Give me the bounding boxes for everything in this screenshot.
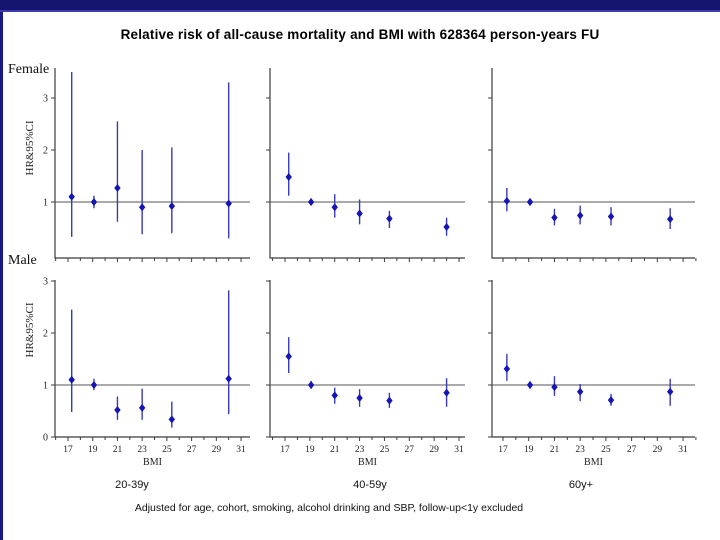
svg-text:BMI: BMI xyxy=(584,457,603,468)
svg-text:21: 21 xyxy=(330,445,340,455)
svg-text:23: 23 xyxy=(355,445,365,455)
chart-title: Relative risk of all-cause mortality and… xyxy=(120,27,600,42)
svg-text:17: 17 xyxy=(63,445,73,455)
svg-text:2: 2 xyxy=(43,146,48,157)
top-bar xyxy=(0,0,720,12)
age-group-label-20-39y: 20-39y xyxy=(115,479,149,491)
svg-text:23: 23 xyxy=(575,445,585,455)
svg-text:1: 1 xyxy=(43,198,48,209)
svg-text:29: 29 xyxy=(429,445,439,455)
svg-text:BMI: BMI xyxy=(358,457,377,468)
svg-text:27: 27 xyxy=(627,445,637,455)
svg-text:29: 29 xyxy=(653,445,663,455)
svg-text:31: 31 xyxy=(454,445,464,455)
svg-text:25: 25 xyxy=(380,445,390,455)
svg-text:3: 3 xyxy=(43,94,48,105)
svg-text:3: 3 xyxy=(43,277,48,288)
svg-text:21: 21 xyxy=(113,445,123,455)
row-label-male: Male xyxy=(8,253,37,268)
svg-text:17: 17 xyxy=(498,445,508,455)
age-group-label-40-59y: 40-59y xyxy=(353,479,387,491)
row-label-female: Female xyxy=(8,62,50,77)
svg-text:27: 27 xyxy=(405,445,415,455)
svg-text:19: 19 xyxy=(524,445,534,455)
svg-text:1: 1 xyxy=(43,381,48,392)
svg-text:19: 19 xyxy=(305,445,315,455)
age-group-label-60y-plus: 60y+ xyxy=(568,479,594,491)
svg-text:0: 0 xyxy=(43,433,48,444)
svg-text:BMI: BMI xyxy=(143,457,162,468)
svg-text:21: 21 xyxy=(550,445,560,455)
svg-text:31: 31 xyxy=(678,445,688,455)
svg-text:31: 31 xyxy=(236,445,246,455)
svg-text:27: 27 xyxy=(187,445,197,455)
footnote: Adjusted for age, cohort, smoking, alcoh… xyxy=(134,502,524,514)
svg-text:29: 29 xyxy=(212,445,222,455)
svg-text:2: 2 xyxy=(43,329,48,340)
svg-text:17: 17 xyxy=(280,445,290,455)
svg-text:23: 23 xyxy=(137,445,147,455)
svg-text:19: 19 xyxy=(88,445,98,455)
svg-text:25: 25 xyxy=(162,445,172,455)
svg-text:25: 25 xyxy=(601,445,611,455)
left-border xyxy=(0,12,3,540)
